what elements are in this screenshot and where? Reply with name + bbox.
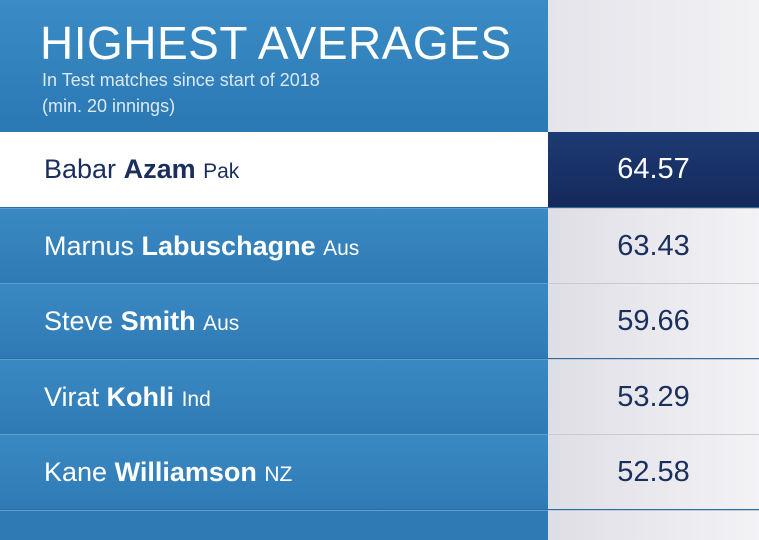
- table-row: Babar Azam Pak 64.57: [0, 132, 759, 207]
- row-panel: Marnus Labuschagne Aus: [0, 207, 548, 284]
- player-name: Marnus Labuschagne Aus: [44, 209, 359, 284]
- row-panel: Kane Williamson NZ: [0, 434, 548, 510]
- header-panel: [548, 0, 759, 132]
- table-row: Virat Kohli Ind 53.29: [0, 358, 759, 435]
- first-name: Steve: [44, 306, 114, 337]
- value-panel: 64.57: [548, 132, 759, 207]
- player-name: Kane Williamson NZ: [44, 435, 292, 510]
- table-row: Steve Smith Aus 59.66: [0, 283, 759, 359]
- average: 63.43: [617, 229, 690, 262]
- value-panel: 52.58: [548, 434, 759, 510]
- last-name: Williamson: [114, 457, 257, 488]
- first-name: Babar: [44, 154, 117, 184]
- last-name: Labuschagne: [141, 230, 316, 261]
- last-name: Azam: [123, 154, 196, 184]
- country: Pak: [203, 160, 240, 183]
- first-name: Kane: [44, 457, 108, 488]
- average: 53.29: [617, 380, 690, 413]
- value-panel: [548, 510, 759, 540]
- subtitle: (min. 20 innings): [42, 96, 176, 116]
- row-panel: [0, 510, 548, 540]
- last-name: Smith: [120, 306, 196, 337]
- value-panel: 59.66: [548, 283, 759, 359]
- country: NZ: [264, 463, 293, 487]
- first-name: Virat: [44, 381, 100, 412]
- row-panel: Steve Smith Aus: [0, 283, 548, 359]
- row-panel: Virat Kohli Ind: [0, 358, 548, 435]
- table-row: Marnus Labuschagne Aus 63.43: [0, 207, 759, 284]
- player-name: Virat Kohli Ind: [44, 360, 211, 435]
- header: HIGHEST AVERAGES In Test matches since s…: [0, 0, 548, 132]
- player-name: Steve Smith Aus: [44, 284, 239, 359]
- player-name: Babar Azam Pak: [44, 132, 239, 207]
- table-row: Kane Williamson NZ 52.58: [0, 434, 759, 510]
- value-panel: 53.29: [548, 358, 759, 434]
- last-name: Kohli: [106, 381, 175, 412]
- title: HIGHEST AVERAGES: [40, 17, 512, 69]
- value-panel: 63.43: [548, 207, 759, 283]
- country: Aus: [323, 236, 360, 260]
- first-name: Marnus: [44, 230, 135, 261]
- average: 52.58: [617, 456, 690, 489]
- row-panel: Babar Azam Pak: [0, 132, 548, 207]
- average: 64.57: [617, 153, 690, 185]
- country: Ind: [181, 387, 211, 411]
- average: 59.66: [617, 305, 690, 338]
- subtitle: In Test matches since start of 2018: [42, 70, 320, 90]
- country: Aus: [203, 312, 240, 336]
